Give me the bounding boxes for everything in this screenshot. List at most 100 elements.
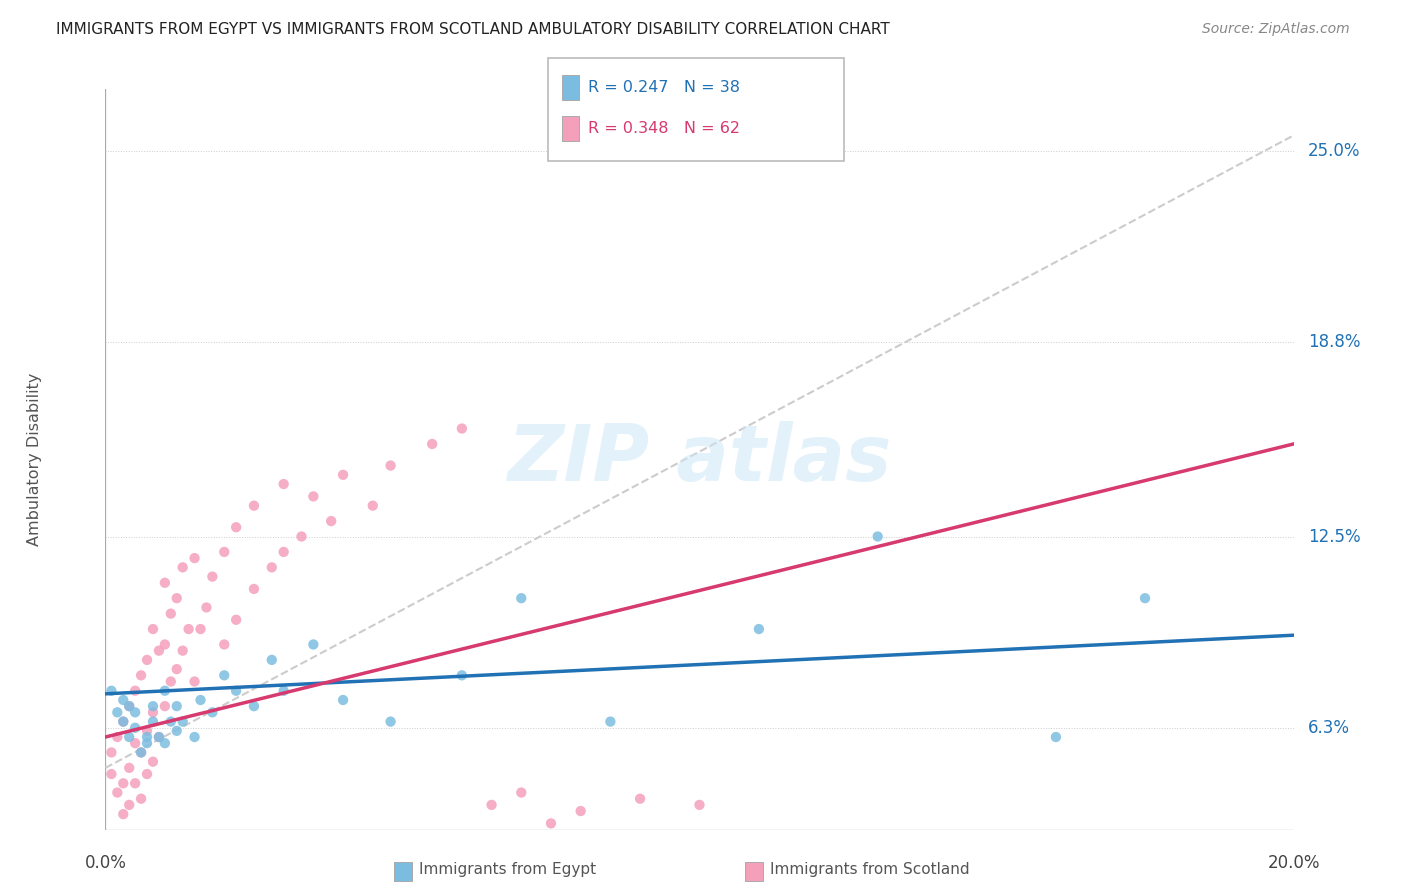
Point <box>142 622 165 636</box>
Text: 0.0%: 0.0% <box>84 855 127 872</box>
Point <box>153 683 176 698</box>
Text: 25.0%: 25.0% <box>1308 142 1360 160</box>
Point <box>243 699 266 714</box>
Point <box>225 520 247 534</box>
Point <box>748 622 770 636</box>
Point <box>214 668 236 682</box>
Point <box>302 489 325 503</box>
Point <box>124 721 146 735</box>
Point <box>112 776 135 790</box>
Point <box>380 714 402 729</box>
Point <box>129 746 152 760</box>
Point <box>214 638 236 652</box>
Point <box>142 755 165 769</box>
Point <box>260 653 283 667</box>
Point <box>124 706 146 720</box>
Text: 18.8%: 18.8% <box>1308 333 1360 351</box>
Point <box>172 714 194 729</box>
Point <box>243 499 266 513</box>
Point <box>159 674 181 689</box>
Point <box>1045 730 1067 744</box>
Point <box>201 569 224 583</box>
Point <box>105 786 128 800</box>
Point <box>540 816 562 830</box>
Point <box>450 668 472 682</box>
Point <box>183 551 205 566</box>
Point <box>159 714 181 729</box>
Point <box>290 529 312 543</box>
Point <box>201 706 224 720</box>
Point <box>510 786 533 800</box>
Point <box>142 699 165 714</box>
Point <box>153 638 176 652</box>
Point <box>214 545 236 559</box>
Point <box>243 582 266 596</box>
Point <box>166 591 188 606</box>
Point <box>420 437 443 451</box>
Point <box>100 746 122 760</box>
Text: 20.0%: 20.0% <box>1267 855 1320 872</box>
Point <box>166 699 188 714</box>
Text: IMMIGRANTS FROM EGYPT VS IMMIGRANTS FROM SCOTLAND AMBULATORY DISABILITY CORRELAT: IMMIGRANTS FROM EGYPT VS IMMIGRANTS FROM… <box>56 22 890 37</box>
Text: R = 0.348   N = 62: R = 0.348 N = 62 <box>588 121 740 136</box>
Point <box>628 791 651 805</box>
Point <box>166 662 188 676</box>
Point <box>172 643 194 657</box>
Point <box>153 736 176 750</box>
Point <box>183 674 205 689</box>
Point <box>569 804 592 818</box>
Point <box>689 797 711 812</box>
Point <box>112 714 135 729</box>
Point <box>100 683 122 698</box>
Point <box>124 776 146 790</box>
Point <box>190 622 212 636</box>
Point <box>273 477 295 491</box>
Point <box>481 797 503 812</box>
Point <box>599 714 621 729</box>
Point <box>142 714 165 729</box>
Point <box>380 458 402 473</box>
Point <box>136 767 159 781</box>
Point <box>332 693 354 707</box>
Point <box>190 693 212 707</box>
Text: 6.3%: 6.3% <box>1308 719 1350 737</box>
Point <box>124 736 146 750</box>
Point <box>183 730 205 744</box>
Point <box>153 699 176 714</box>
Point <box>136 730 159 744</box>
Point <box>148 643 170 657</box>
Point <box>118 730 141 744</box>
Point <box>273 545 295 559</box>
Point <box>450 421 472 435</box>
Point <box>361 499 384 513</box>
Point <box>510 591 533 606</box>
Point <box>172 560 194 574</box>
Point <box>129 668 152 682</box>
Point <box>112 693 135 707</box>
Point <box>153 575 176 590</box>
Point <box>136 653 159 667</box>
Point <box>112 807 135 822</box>
Point <box>225 683 247 698</box>
Point <box>118 699 141 714</box>
Point <box>129 746 152 760</box>
Point <box>260 560 283 574</box>
Point <box>118 761 141 775</box>
Point <box>195 600 218 615</box>
Text: Immigrants from Egypt: Immigrants from Egypt <box>419 863 596 877</box>
Text: ZIP atlas: ZIP atlas <box>508 421 891 498</box>
Point <box>159 607 181 621</box>
Point <box>225 613 247 627</box>
Point <box>148 730 170 744</box>
Point <box>866 529 889 543</box>
Text: R = 0.247   N = 38: R = 0.247 N = 38 <box>588 80 740 95</box>
Point <box>332 467 354 482</box>
Text: Source: ZipAtlas.com: Source: ZipAtlas.com <box>1202 22 1350 37</box>
Point <box>100 767 122 781</box>
Point <box>177 622 200 636</box>
Point <box>124 683 146 698</box>
Point <box>142 706 165 720</box>
Point <box>129 791 152 805</box>
Point <box>166 723 188 738</box>
Text: 12.5%: 12.5% <box>1308 527 1361 546</box>
